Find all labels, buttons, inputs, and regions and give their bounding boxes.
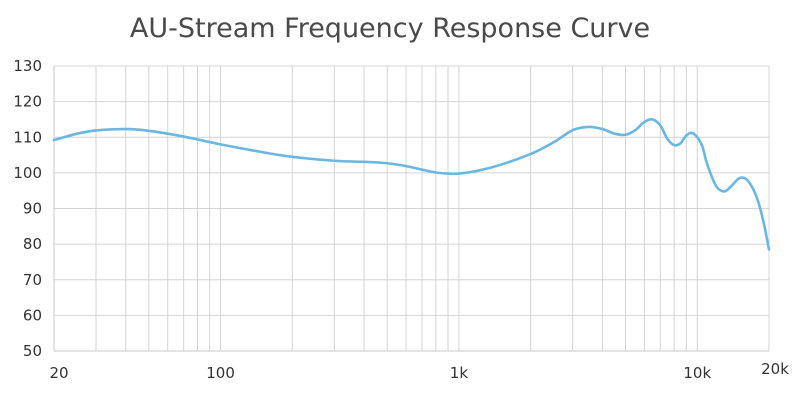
y-tick-label-70: 70 [23, 271, 42, 289]
y-tick-label-60: 60 [23, 306, 42, 324]
x-tick-labels: 20 100 1k 10k 20k [49, 360, 789, 382]
series-layer [52, 118, 771, 251]
y-tick-labels: 50 60 70 80 90 100 110 120 130 [13, 57, 42, 360]
x-tick-label-1k: 1k [450, 364, 469, 382]
x-tick-label-100: 100 [206, 364, 235, 382]
y-tick-label-110: 110 [13, 128, 42, 146]
y-tick-label-90: 90 [23, 200, 42, 218]
x-tick-label-10k: 10k [683, 364, 711, 382]
y-tick-label-80: 80 [23, 235, 42, 253]
y-tick-label-130: 130 [13, 57, 42, 75]
series-line-0 [52, 118, 771, 251]
y-tick-label-50: 50 [23, 342, 42, 360]
x-tick-label-20: 20 [49, 364, 68, 382]
x-tick-label-20k: 20k [761, 360, 789, 378]
y-tick-label-100: 100 [13, 164, 42, 182]
axis-layer [53, 66, 769, 352]
grid-layer [53, 65, 770, 352]
y-tick-label-120: 120 [13, 93, 42, 111]
chart-title: AU-Stream Frequency Response Curve [130, 13, 650, 44]
